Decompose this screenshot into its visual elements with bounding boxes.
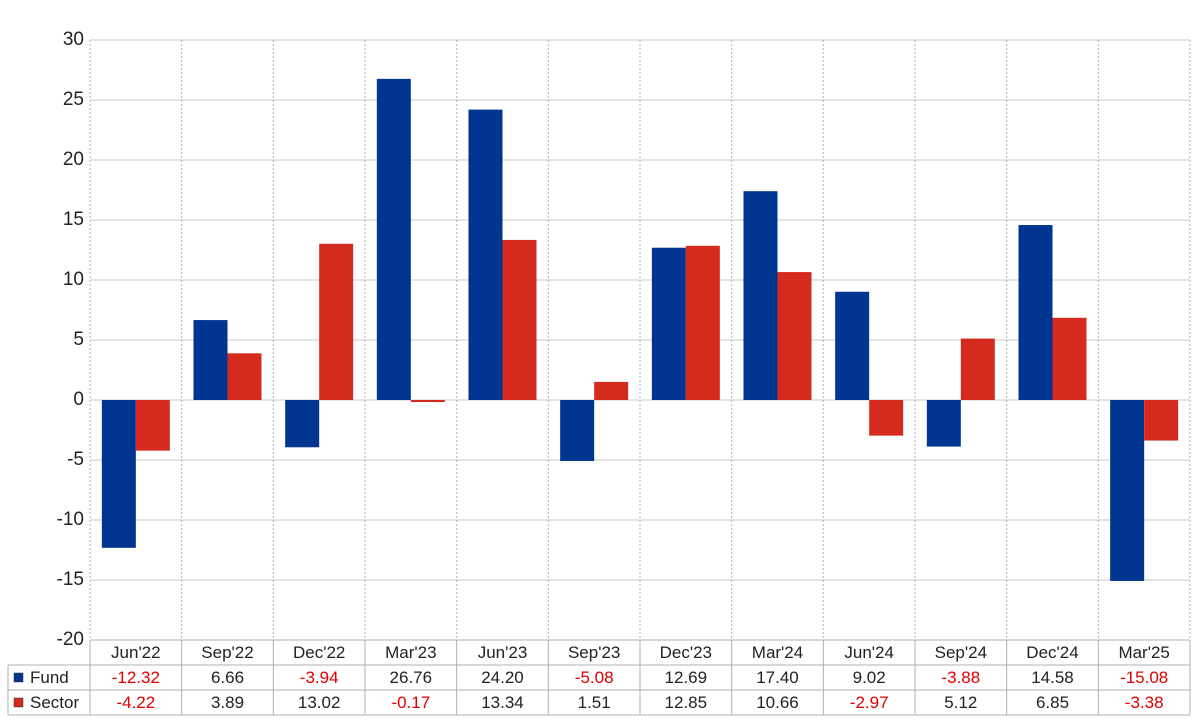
x-tick-label: Mar'25 — [1118, 643, 1169, 662]
bar — [777, 272, 812, 400]
x-tick-label: Jun'23 — [478, 643, 528, 662]
table-value: -5.08 — [575, 668, 614, 687]
legend-label: Sector — [30, 693, 79, 712]
bar — [594, 381, 629, 400]
x-tick-label: Mar'24 — [752, 643, 803, 662]
y-tick-label: 25 — [63, 89, 84, 110]
y-tick-label: 20 — [63, 149, 84, 170]
y-tick-label: 15 — [63, 209, 84, 230]
y-tick-label: 30 — [63, 29, 84, 50]
bar — [502, 239, 537, 400]
bar — [1018, 225, 1053, 400]
bar — [376, 78, 411, 400]
y-tick-label: 10 — [63, 269, 84, 290]
x-tick-label: Jun'22 — [111, 643, 161, 662]
table-value: -3.38 — [1125, 693, 1164, 712]
table-value: 9.02 — [853, 668, 886, 687]
bar — [193, 320, 228, 400]
x-tick-label: Sep'23 — [568, 643, 620, 662]
table-value: 10.66 — [756, 693, 799, 712]
bar — [101, 400, 136, 548]
table-value: -4.22 — [116, 693, 155, 712]
table-value: 12.85 — [665, 693, 708, 712]
table-value: 6.66 — [211, 668, 244, 687]
table-value: -3.94 — [300, 668, 339, 687]
bar — [319, 243, 354, 400]
bar — [227, 353, 262, 400]
bar — [651, 247, 686, 400]
x-tick-label: Mar'23 — [385, 643, 436, 662]
table-value: 24.20 — [481, 668, 524, 687]
table-value: 14.58 — [1031, 668, 1074, 687]
x-tick-label: Jun'24 — [844, 643, 894, 662]
bar — [685, 245, 720, 400]
x-tick-label: Dec'23 — [660, 643, 712, 662]
table-value: -2.97 — [850, 693, 889, 712]
table-value: 6.85 — [1036, 693, 1069, 712]
bar — [468, 109, 503, 400]
table-value: -15.08 — [1120, 668, 1168, 687]
legend-swatch — [13, 672, 24, 683]
bar — [285, 400, 320, 448]
bar — [926, 400, 961, 447]
bar — [1110, 400, 1145, 581]
x-tick-label: Sep'24 — [935, 643, 987, 662]
table-value: -3.88 — [941, 668, 980, 687]
y-tick-label: 5 — [73, 329, 84, 350]
bar — [1144, 400, 1179, 441]
bar — [835, 291, 870, 400]
bar — [560, 400, 595, 461]
table-value: 5.12 — [944, 693, 977, 712]
table-value: 3.89 — [211, 693, 244, 712]
table-value: 13.34 — [481, 693, 524, 712]
table-value: 12.69 — [665, 668, 708, 687]
x-tick-label: Dec'24 — [1026, 643, 1078, 662]
y-tick-label: -5 — [67, 449, 84, 470]
table-value: 13.02 — [298, 693, 341, 712]
x-tick-label: Dec'22 — [293, 643, 345, 662]
table-value: -0.17 — [391, 693, 430, 712]
bar — [410, 400, 445, 403]
legend-swatch — [13, 697, 24, 708]
bar — [743, 191, 778, 400]
y-tick-label: -20 — [57, 629, 84, 650]
y-tick-label: -10 — [57, 509, 84, 530]
bar — [869, 400, 904, 436]
bar — [960, 338, 995, 400]
y-tick-label: -15 — [57, 569, 84, 590]
y-tick-label: 0 — [73, 389, 84, 410]
table-value: 17.40 — [756, 668, 799, 687]
table-value: 1.51 — [578, 693, 611, 712]
table-value: 26.76 — [390, 668, 433, 687]
bar — [1052, 317, 1087, 400]
table-value: -12.32 — [112, 668, 160, 687]
x-tick-label: Sep'22 — [201, 643, 253, 662]
bar — [135, 400, 170, 451]
legend-label: Fund — [30, 668, 69, 687]
